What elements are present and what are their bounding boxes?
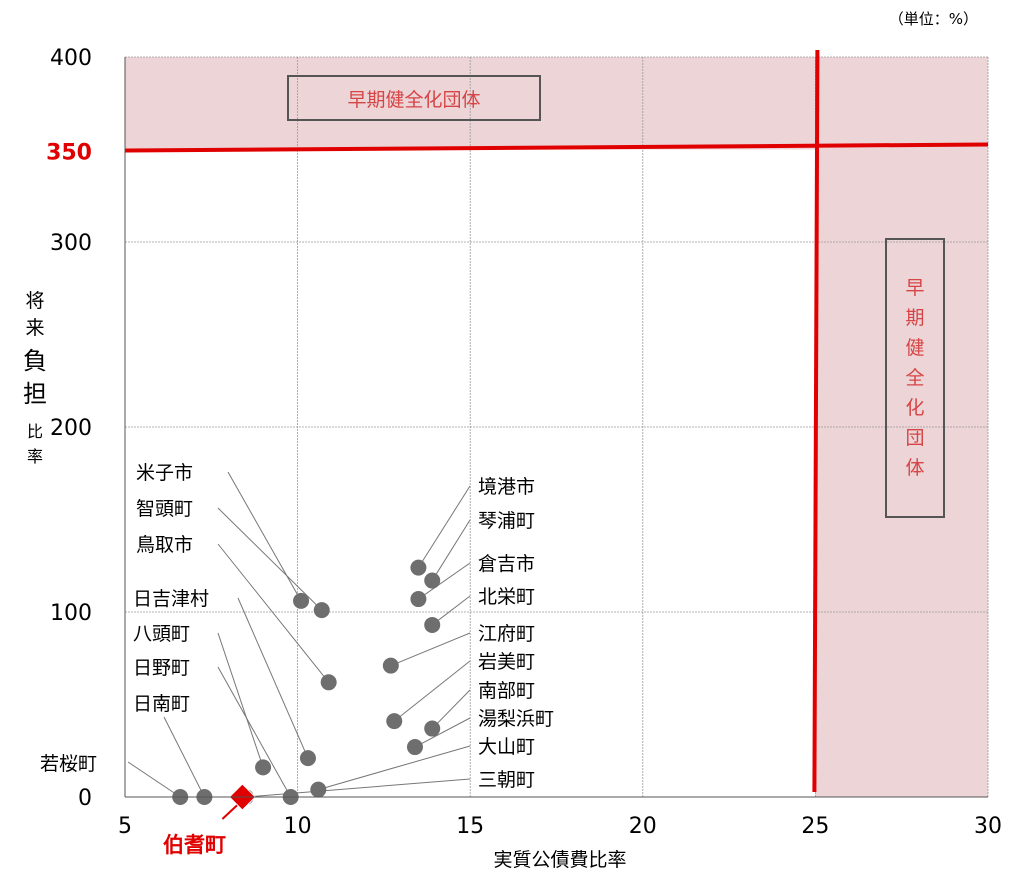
x-axis-title: 実質公債費比率 — [493, 849, 626, 870]
zone-layer — [125, 57, 988, 797]
data-point — [310, 781, 327, 798]
x-tick-label: 25 — [801, 814, 829, 839]
y-axis-title-char: 将 — [25, 290, 44, 312]
right-zone-label-char: 期 — [905, 307, 924, 329]
highlight-label: 伯耆町 — [163, 833, 226, 857]
y-tick-label: 0 — [78, 786, 92, 811]
y-tick-label: 400 — [50, 46, 92, 71]
x-tick-label: 30 — [974, 814, 1002, 839]
y-axis-title-char: 来 — [25, 317, 44, 339]
right-zone-label-char: 健 — [905, 337, 924, 359]
data-point — [424, 572, 441, 589]
data-point — [255, 759, 272, 776]
threshold-layer — [124, 49, 989, 793]
point-label: 鳥取市 — [136, 534, 193, 556]
leader-line — [217, 543, 330, 683]
data-point — [424, 616, 441, 633]
point-label: 八頭町 — [133, 623, 190, 645]
y-tick-label: 300 — [50, 231, 92, 256]
right-zone-label-char: 全 — [905, 367, 924, 389]
right-zone-label-char: 団 — [905, 427, 924, 449]
point-label: 三朝町 — [478, 769, 535, 791]
right-zone-shade — [815, 149, 988, 797]
top-zone-label: 早期健全化団体 — [347, 89, 480, 111]
leader-line — [414, 717, 471, 748]
point-label: 琴浦町 — [478, 510, 535, 532]
point-label: 日南町 — [133, 693, 190, 715]
x-tick-label: 20 — [629, 814, 657, 839]
point-label: 日吉津村 — [133, 588, 209, 610]
point-label: 岩美町 — [478, 651, 535, 673]
point-label: 境港市 — [478, 476, 535, 498]
y-tick-label: 100 — [50, 601, 92, 626]
top-zone-shade — [125, 57, 988, 150]
x-tick-label: 5 — [118, 814, 132, 839]
data-point — [424, 720, 441, 737]
leader-line — [217, 666, 292, 798]
leader-line — [217, 632, 264, 768]
point-label: 智頭町 — [136, 498, 193, 520]
x-tick-label: 10 — [284, 814, 312, 839]
leader-line — [417, 485, 471, 568]
y-axis-title-char: 負 — [23, 347, 47, 375]
leader-line — [227, 471, 302, 602]
point-label: 湯梨浜町 — [478, 708, 554, 730]
y-threshold-tick-label: 350 — [46, 141, 92, 166]
data-point — [299, 750, 316, 767]
leader-line-layer — [127, 471, 471, 820]
threshold-line-vertical — [812, 49, 820, 793]
highlight-leader-line — [221, 804, 239, 820]
data-point — [320, 674, 337, 691]
data-point — [410, 559, 427, 576]
leader-line — [431, 519, 471, 581]
point-label: 米子市 — [136, 462, 193, 484]
data-point — [382, 657, 399, 674]
y-axis-title-char: 率 — [27, 447, 43, 466]
right-zone-label-char: 早 — [905, 277, 924, 299]
right-zone-label-char: 化 — [905, 397, 924, 419]
data-point — [386, 713, 403, 730]
leader-line — [127, 761, 181, 798]
point-label: 南部町 — [478, 680, 535, 702]
threshold-line-horizontal — [124, 142, 989, 153]
top-zone-label-box — [287, 75, 541, 121]
leader-line — [431, 689, 471, 729]
y-axis-title-char: 比 — [27, 422, 43, 441]
leader-line — [390, 632, 471, 667]
leader-line — [418, 562, 471, 600]
leader-line — [318, 745, 471, 791]
right-zone-label-box — [885, 238, 945, 518]
point-label: 若桜町 — [40, 753, 97, 775]
data-point — [293, 592, 310, 609]
x-tick-label: 15 — [456, 814, 484, 839]
point-label: 大山町 — [478, 736, 535, 758]
leader-line — [217, 507, 323, 611]
leader-line — [393, 660, 471, 722]
data-point — [313, 602, 330, 619]
leader-line — [163, 716, 205, 798]
point-label: 日野町 — [133, 657, 190, 679]
data-point — [406, 739, 423, 756]
right-zone-label-char: 体 — [905, 457, 924, 479]
point-label: 江府町 — [478, 623, 535, 645]
point-layer — [172, 559, 441, 811]
unit-note: （単位：%） — [889, 10, 978, 28]
data-point — [410, 591, 427, 608]
point-label: 北栄町 — [478, 586, 535, 608]
point-label: 倉吉市 — [478, 553, 535, 575]
y-axis-title-char: 担 — [23, 380, 47, 408]
y-tick-label: 200 — [50, 416, 92, 441]
leader-line — [237, 597, 309, 759]
leader-line — [245, 778, 471, 798]
